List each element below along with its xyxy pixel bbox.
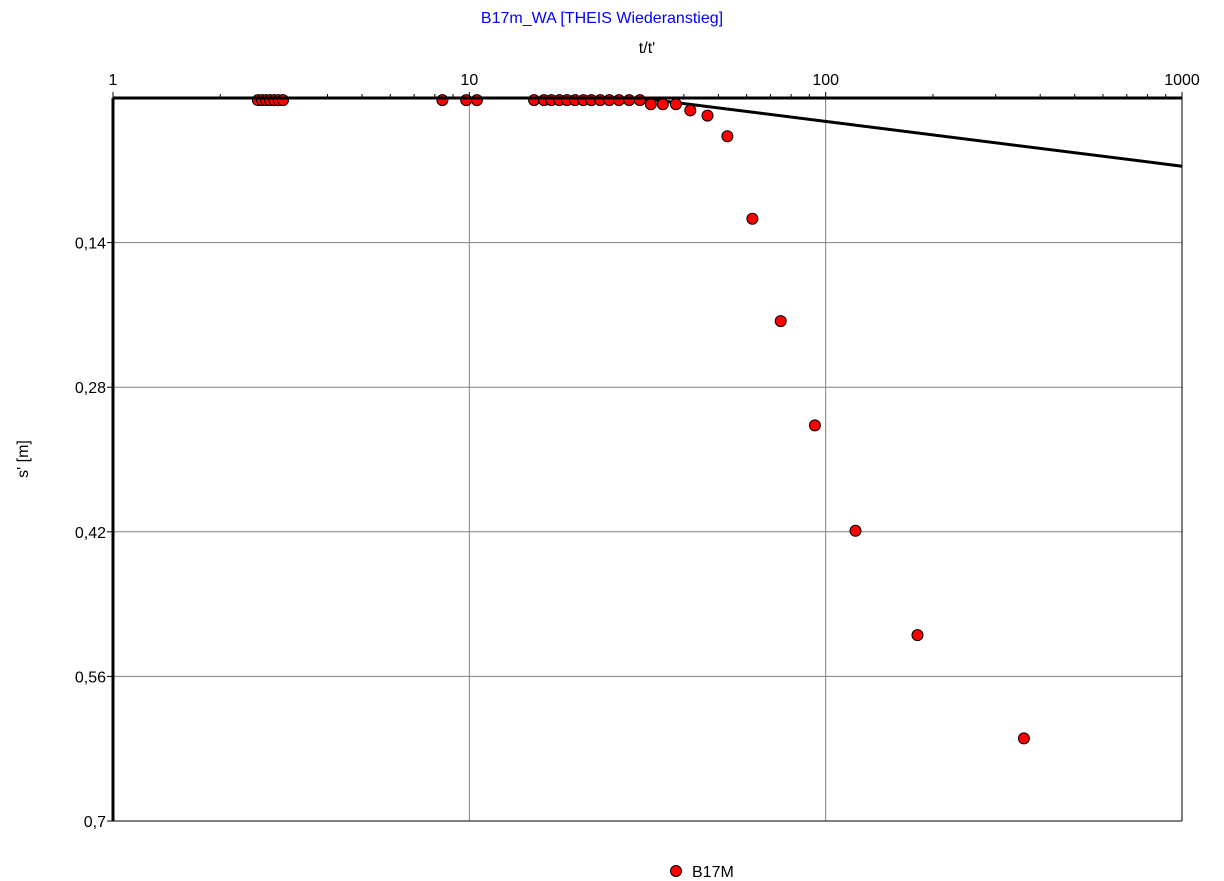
minor-tick-marks bbox=[107, 92, 1183, 822]
data-point bbox=[721, 130, 734, 143]
data-point bbox=[808, 419, 821, 432]
x-tick-label: 10 bbox=[460, 72, 478, 89]
y-tick-label: 0,42 bbox=[75, 525, 106, 542]
x-tick-labels: 1 10 100 1000 bbox=[109, 72, 1200, 89]
y-tick-label: 0,14 bbox=[75, 236, 106, 253]
y-tick-label: 0,7 bbox=[84, 814, 106, 831]
data-point bbox=[644, 98, 657, 111]
data-point bbox=[684, 104, 697, 117]
y-tick-label: 0,28 bbox=[75, 380, 106, 397]
data-point bbox=[623, 94, 636, 107]
legend-marker bbox=[670, 865, 682, 877]
legend: B17M bbox=[670, 864, 734, 881]
data-point bbox=[911, 629, 924, 642]
x-tick-label: 1 bbox=[109, 72, 118, 89]
data-point bbox=[633, 94, 646, 107]
legend-label-b17m: B17M bbox=[692, 864, 734, 881]
x-tick-label: 1000 bbox=[1164, 72, 1200, 89]
data-point bbox=[669, 98, 682, 111]
y-tick-label: 0,56 bbox=[75, 669, 106, 686]
data-point bbox=[746, 212, 759, 225]
data-point bbox=[701, 109, 714, 122]
chart-title: B17m_WA [THEIS Wiederanstieg] bbox=[481, 10, 723, 27]
data-points-layer bbox=[251, 94, 1030, 745]
data-point bbox=[436, 94, 449, 107]
y-tick-labels: 0,14 0,28 0,42 0,56 0,7 bbox=[75, 236, 106, 831]
data-point bbox=[470, 94, 483, 107]
x-tick-label: 100 bbox=[812, 72, 839, 89]
x-axis-label: t/t' bbox=[639, 40, 655, 57]
data-point bbox=[774, 315, 787, 328]
data-point bbox=[528, 94, 541, 107]
data-point bbox=[277, 94, 289, 107]
plot-frame bbox=[111, 96, 1183, 822]
grid-lines bbox=[112, 98, 1183, 822]
data-point bbox=[460, 94, 473, 107]
data-point bbox=[656, 98, 669, 111]
y-axis-label: s' [m] bbox=[15, 440, 32, 478]
data-point bbox=[1017, 732, 1030, 745]
data-point bbox=[849, 524, 862, 537]
data-point bbox=[613, 94, 625, 107]
